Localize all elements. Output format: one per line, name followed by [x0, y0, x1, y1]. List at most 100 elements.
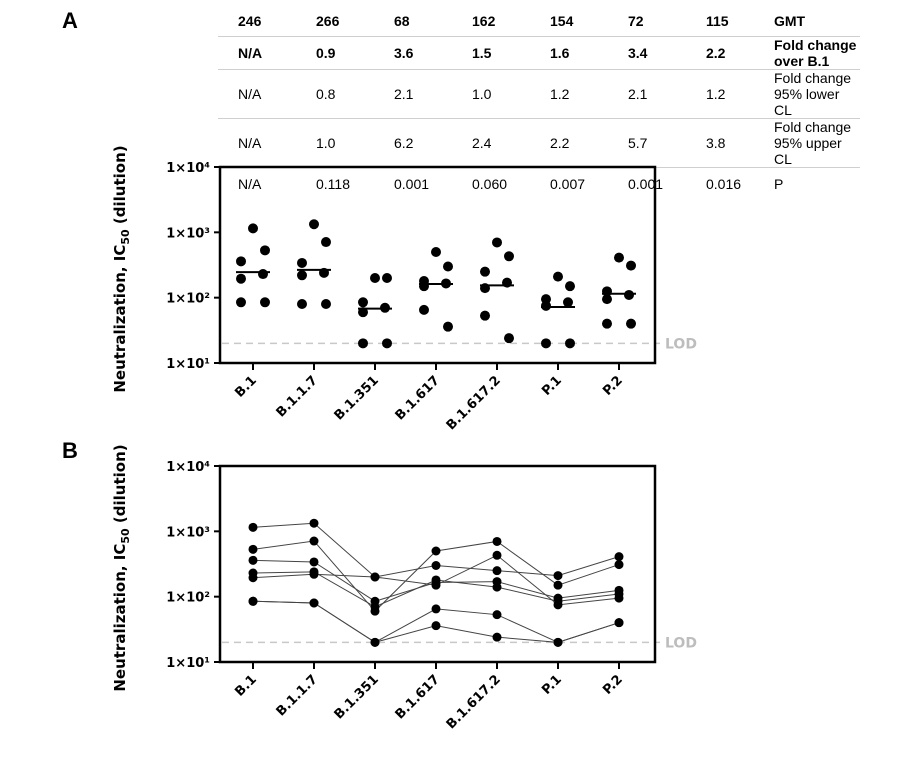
x-tick-label: B.1.351	[332, 373, 382, 423]
table-row-label: Fold change 95% lower CL	[764, 69, 860, 119]
data-point	[248, 522, 258, 532]
table-row-label: GMT	[774, 12, 806, 29]
data-point	[431, 560, 441, 570]
data-point	[419, 304, 429, 315]
table-cell: 2.4	[452, 118, 530, 168]
table-cell: 162	[472, 12, 496, 29]
panel-b-letter: B	[62, 438, 78, 463]
data-point	[248, 596, 258, 606]
data-point	[370, 572, 380, 582]
table-cell: 1.2	[686, 69, 764, 119]
data-point	[480, 266, 490, 277]
data-point	[297, 257, 307, 268]
data-point	[565, 281, 575, 292]
table-cell: N/A	[218, 118, 296, 168]
data-point	[443, 321, 453, 332]
data-point	[248, 555, 258, 565]
data-point	[309, 557, 319, 567]
x-tick-label: B.1	[232, 672, 260, 700]
table-cell: 1.0	[296, 118, 374, 168]
data-point	[358, 338, 368, 349]
data-point	[626, 318, 636, 329]
data-point	[602, 318, 612, 329]
data-point	[236, 256, 246, 267]
table-row: N/A 0.8 2.1 1.0 1.2 2.1 1.2 Fold change 95% low…	[218, 69, 860, 119]
data-point	[602, 294, 612, 305]
y-tick-label: 1×10²	[166, 292, 210, 307]
table-row: N/A 1.0 6.2 2.4 2.2 5.7 3.8 Fold change 95% upp…	[218, 118, 860, 168]
data-point	[614, 552, 624, 562]
data-point	[309, 569, 319, 579]
table-cell: 154	[550, 12, 574, 29]
y-tick-label: 1×10²	[166, 591, 210, 606]
y-tick-label: 1×10³	[166, 226, 210, 241]
data-point	[492, 550, 502, 560]
data-point	[370, 637, 380, 647]
x-tick-label: P.2	[600, 373, 626, 399]
data-point	[553, 637, 563, 647]
table-cell: 1.5	[452, 36, 530, 70]
data-point	[431, 247, 441, 258]
table-row-label: Fold change 95% upper CL	[764, 118, 860, 168]
table-cell: 2.2	[686, 36, 764, 70]
lod-label: LOD	[665, 336, 697, 352]
y-axis-title-tail: (dilution)	[111, 145, 129, 229]
lod-label: LOD	[665, 635, 697, 651]
data-point	[248, 544, 258, 554]
x-tick-label: B.1.617.2	[444, 672, 504, 732]
data-point	[297, 270, 307, 281]
table-cell: 1.6	[530, 36, 608, 70]
x-tick-label: B.1.617	[393, 672, 443, 722]
table-row-label: P	[764, 167, 860, 199]
data-point	[492, 237, 502, 248]
table-cell: 68	[394, 12, 410, 29]
data-point	[236, 297, 246, 308]
table-cell: 6.2	[374, 118, 452, 168]
data-point	[236, 273, 246, 284]
y-axis-title: Neutralization, IC50 (dilution)	[111, 145, 132, 392]
data-point	[309, 518, 319, 528]
table-cell: 0.001	[374, 167, 452, 199]
y-tick-label: 1×10⁴	[166, 460, 210, 475]
data-point	[504, 251, 514, 262]
table-row-label: Fold change over B.1	[764, 36, 860, 70]
data-point	[431, 604, 441, 614]
data-point	[541, 338, 551, 349]
data-point	[258, 269, 268, 280]
y-axis-title-tail: (dilution)	[111, 444, 129, 528]
data-point	[309, 598, 319, 608]
y-tick-label: 1×10¹	[166, 357, 210, 372]
table-cell: 2.1	[608, 69, 686, 119]
data-point	[309, 536, 319, 546]
data-point	[358, 297, 368, 308]
table-cell: 1.2	[530, 69, 608, 119]
data-point	[553, 271, 563, 282]
data-point	[260, 245, 270, 256]
data-point	[492, 536, 502, 546]
data-point	[309, 219, 319, 230]
data-point	[553, 571, 563, 581]
table-cell: 3.8	[686, 118, 764, 168]
data-point	[614, 560, 624, 570]
data-point	[370, 272, 380, 283]
data-point	[480, 310, 490, 321]
chart-panel-b: LOD 1×10¹ 1×10² 1×10³ 1×10⁴ B.1 B.1.1.7 B.1.351…	[111, 444, 697, 732]
data-point	[382, 272, 392, 283]
table-cell: 2.1	[374, 69, 452, 119]
x-tick-label: B.1.617.2	[444, 373, 504, 433]
table-cell: N/A	[218, 36, 296, 70]
data-point	[492, 610, 502, 620]
plot-frame	[218, 464, 657, 664]
data-point	[431, 580, 441, 590]
x-tick-label: B.1.1.7	[274, 672, 321, 719]
y-tick-label: 1×10³	[166, 525, 210, 540]
data-point	[297, 298, 307, 309]
data-point	[614, 593, 624, 603]
chart-panel-a: LOD 1×10¹ 1×10² 1×10³ 1×10⁴ B.1 B.1.1.7 B.1.351…	[111, 145, 697, 433]
x-tick-label: B.1	[232, 373, 260, 401]
data-point	[431, 621, 441, 631]
table-cell: 0.118	[296, 167, 374, 199]
data-point	[492, 566, 502, 576]
y-tick-label: 1×10¹	[166, 656, 210, 671]
